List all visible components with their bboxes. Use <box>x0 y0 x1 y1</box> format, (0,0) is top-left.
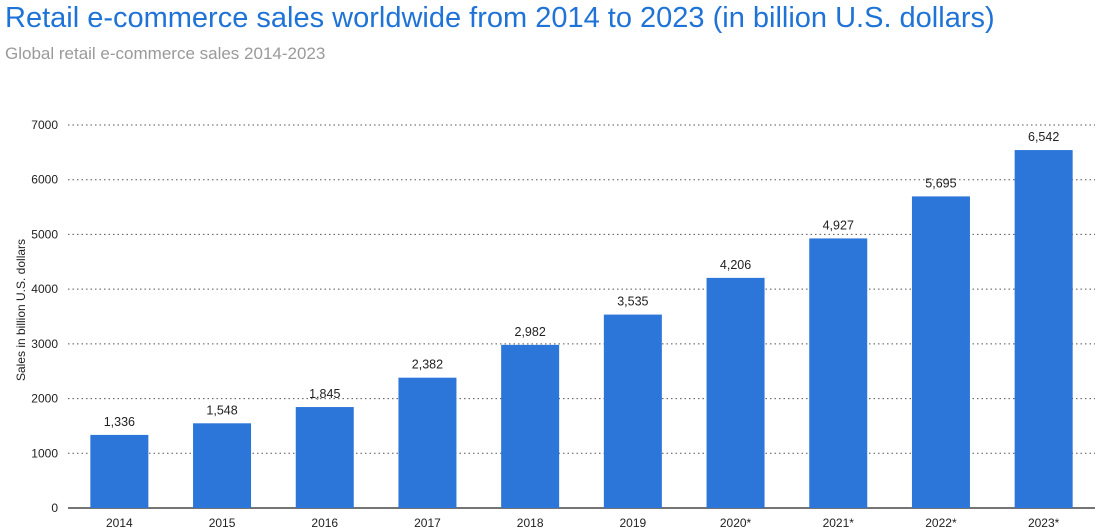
data-label: 4,927 <box>823 218 854 232</box>
data-label: 4,206 <box>720 258 751 272</box>
y-tick-label: 1000 <box>31 446 58 460</box>
value-labels: 1,336 1,548 1,845 2,382 2,982 3,535 4,206 4,927… <box>104 130 1060 429</box>
y-axis-label: Sales in billion U.S. dollars <box>14 239 28 381</box>
x-tick-label: 2023* <box>1028 516 1060 530</box>
y-tick-label: 6000 <box>31 173 58 187</box>
y-tick-label: 3000 <box>31 337 58 351</box>
data-label: 2,982 <box>515 325 546 339</box>
bar-2016 <box>295 407 354 508</box>
x-tick-label: 2020* <box>720 516 752 530</box>
x-tick-label: 2014 <box>106 516 133 530</box>
data-label: 1,548 <box>206 403 237 417</box>
bars <box>90 150 1073 508</box>
bar-2019 <box>603 314 662 508</box>
chart-title: Retail e-commerce sales worldwide from 2… <box>5 2 995 34</box>
y-tick-label: 4000 <box>31 282 58 296</box>
x-tick-label: 2018 <box>517 516 544 530</box>
x-axis-ticks: 2014 2015 2016 2017 2018 2019 2020* 2021* 2022* 2… <box>106 516 1060 530</box>
bar-2015 <box>193 423 252 508</box>
y-axis-ticks: 0 1000 2000 3000 4000 5000 6000 7000 <box>31 118 58 515</box>
bar-2017 <box>398 377 457 508</box>
data-label: 1,845 <box>309 387 340 401</box>
x-tick-label: 2021* <box>823 516 855 530</box>
x-tick-label: 2019 <box>619 516 646 530</box>
y-tick-label: 5000 <box>31 227 58 241</box>
chart-subtitle: Global retail e-commerce sales 2014-2023 <box>5 44 326 63</box>
bar-2018 <box>501 344 560 508</box>
data-label: 5,695 <box>925 176 956 190</box>
data-label: 2,382 <box>412 358 443 372</box>
bar-2021 <box>809 238 868 508</box>
data-label: 6,542 <box>1028 130 1059 144</box>
data-label: 3,535 <box>617 295 648 309</box>
y-tick-label: 7000 <box>31 118 58 132</box>
x-tick-label: 2017 <box>414 516 441 530</box>
x-tick-label: 2022* <box>925 516 957 530</box>
y-tick-label: 2000 <box>31 392 58 406</box>
bar-2022 <box>911 196 970 508</box>
bar-2020 <box>706 277 765 508</box>
y-tick-label: 0 <box>51 501 58 515</box>
bar-2023 <box>1014 150 1073 508</box>
x-tick-label: 2016 <box>311 516 338 530</box>
bar-2014 <box>90 434 149 508</box>
x-tick-label: 2015 <box>209 516 236 530</box>
data-label: 1,336 <box>104 415 135 429</box>
